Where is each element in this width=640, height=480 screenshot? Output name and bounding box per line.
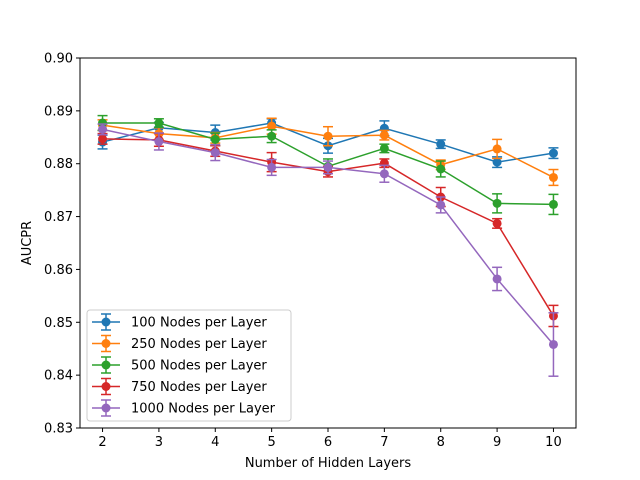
series-5	[97, 123, 559, 377]
data-point	[98, 124, 108, 134]
x-tick-label: 10	[545, 435, 562, 450]
legend-entry: 500 Nodes per Layer	[92, 356, 267, 374]
data-point	[379, 130, 389, 140]
y-tick-label: 0.86	[44, 263, 73, 278]
data-point	[267, 162, 277, 172]
x-tick-label: 5	[267, 435, 275, 450]
data-point	[436, 164, 446, 174]
legend-label: 750 Nodes per Layer	[131, 380, 267, 395]
x-axis-label: Number of Hidden Layers	[245, 456, 412, 471]
y-axis-label: AUCPR	[20, 221, 35, 265]
series-2	[97, 117, 559, 187]
data-point	[210, 134, 220, 144]
x-tick-label: 8	[437, 435, 445, 450]
legend-entry: 100 Nodes per Layer	[92, 313, 267, 331]
data-point	[267, 131, 277, 141]
data-point	[492, 144, 502, 154]
legend: 100 Nodes per Layer 250 Nodes per Layer 50…	[86, 309, 292, 422]
data-point	[154, 137, 164, 147]
data-point	[548, 339, 558, 349]
data-point	[323, 131, 333, 141]
legend-label: 1000 Nodes per Layer	[131, 402, 276, 417]
legend-label: 500 Nodes per Layer	[131, 359, 267, 374]
x-tick-label: 7	[380, 435, 388, 450]
data-point	[548, 148, 558, 158]
legend-entry: 1000 Nodes per Layer	[92, 399, 276, 417]
legend-marker	[101, 339, 111, 348]
y-tick-label: 0.83	[44, 422, 73, 437]
y-axis-ticks: 0.83 0.84 0.85 0.86 0.87 0.88 0.89 0.90	[44, 52, 80, 437]
legend-marker	[101, 317, 111, 327]
y-tick-label: 0.87	[44, 210, 73, 225]
x-tick-label: 6	[324, 435, 332, 450]
data-point	[436, 200, 446, 210]
legend-entry: 750 Nodes per Layer	[92, 377, 267, 396]
x-axis-ticks: 2 3 4 5 6 7 8 9 10	[98, 428, 562, 450]
legend-entry: 250 Nodes per Layer	[92, 334, 267, 353]
data-point	[548, 172, 558, 182]
legend-marker	[101, 360, 111, 370]
y-tick-label: 0.90	[44, 52, 73, 67]
data-point	[98, 134, 108, 144]
y-tick-label: 0.88	[44, 157, 73, 172]
x-tick-label: 4	[211, 435, 219, 450]
data-point	[379, 143, 389, 153]
data-point	[98, 118, 108, 128]
data-point	[154, 118, 164, 128]
data-point	[492, 198, 502, 208]
data-point	[210, 148, 220, 158]
legend-marker	[101, 382, 111, 391]
data-point	[267, 121, 277, 131]
data-point	[492, 274, 502, 284]
y-tick-label: 0.85	[44, 316, 73, 331]
data-point	[492, 157, 502, 167]
data-point	[492, 218, 502, 228]
data-point	[323, 162, 333, 172]
data-point	[548, 199, 558, 209]
data-point	[436, 139, 446, 149]
legend-label: 250 Nodes per Layer	[131, 337, 267, 352]
legend-label: 100 Nodes per Layer	[131, 316, 267, 331]
legend-marker	[101, 403, 111, 413]
data-point	[379, 169, 389, 179]
x-tick-label: 9	[493, 435, 501, 450]
x-tick-label: 2	[98, 435, 106, 450]
y-tick-label: 0.89	[44, 104, 73, 119]
series-layer	[97, 114, 559, 377]
x-tick-label: 3	[155, 435, 163, 450]
legend-box	[86, 309, 292, 422]
y-tick-label: 0.84	[44, 369, 73, 384]
